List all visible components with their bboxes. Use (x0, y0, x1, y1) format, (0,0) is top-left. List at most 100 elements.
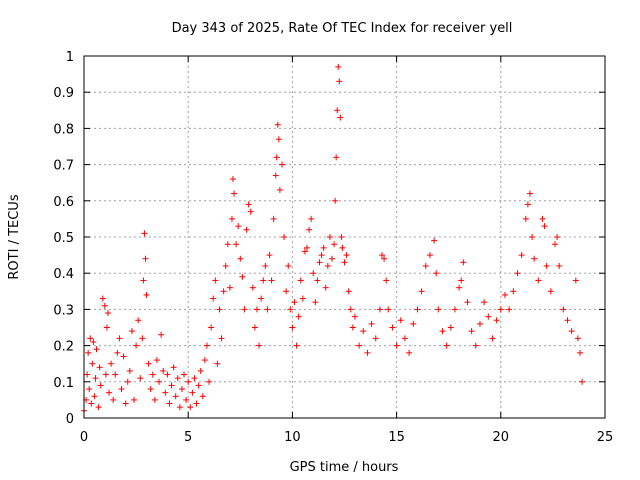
data-point (481, 299, 488, 306)
data-point (183, 396, 190, 403)
data-point (493, 317, 500, 324)
data-point (291, 299, 298, 306)
data-point (333, 154, 340, 161)
data-point (237, 255, 244, 262)
data-point (283, 288, 290, 295)
data-point (116, 335, 123, 342)
data-point (235, 223, 242, 230)
data-point (564, 317, 571, 324)
data-point (212, 277, 219, 284)
data-point (210, 295, 217, 302)
data-point (287, 306, 294, 313)
data-point (324, 262, 331, 269)
y-tick-label: 0.8 (53, 122, 74, 137)
data-point (128, 328, 135, 335)
data-point (110, 396, 117, 403)
data-point (458, 277, 465, 284)
data-point (85, 349, 92, 356)
data-point (189, 389, 196, 396)
data-point (316, 259, 323, 266)
data-point (376, 306, 383, 313)
data-point (414, 306, 421, 313)
data-point (187, 404, 194, 411)
data-point (306, 226, 313, 233)
data-point (153, 357, 160, 364)
data-point (556, 262, 563, 269)
data-point (143, 291, 150, 298)
data-point (485, 313, 492, 320)
data-point (147, 386, 154, 393)
data-point (281, 234, 288, 240)
y-tick-label: 0.1 (53, 376, 74, 391)
data-point (112, 371, 119, 378)
data-point (568, 328, 575, 335)
data-point (96, 364, 103, 371)
data-point (149, 371, 156, 378)
data-point (124, 378, 131, 385)
data-point (243, 226, 250, 233)
data-point (140, 277, 147, 284)
data-point (447, 324, 454, 331)
y-tick-label: 0.4 (53, 267, 74, 282)
data-point (456, 284, 463, 291)
data-point (368, 320, 375, 327)
data-point (164, 371, 171, 378)
data-point (220, 288, 227, 295)
data-point (222, 262, 229, 269)
data-point (501, 291, 508, 298)
data-point (464, 299, 471, 306)
data-point (293, 342, 300, 349)
data-point (320, 244, 327, 251)
data-point (547, 288, 554, 295)
data-point (270, 215, 277, 222)
data-point (574, 335, 581, 342)
data-point (381, 255, 388, 262)
data-point (364, 349, 371, 356)
data-point (142, 255, 149, 262)
data-point (253, 306, 260, 313)
data-point (433, 270, 440, 277)
data-point (338, 234, 345, 240)
data-point (268, 277, 275, 284)
x-tick-label: 0 (80, 430, 88, 445)
data-point (97, 382, 104, 389)
data-point (332, 197, 339, 204)
data-point (247, 208, 254, 215)
data-point (431, 237, 438, 244)
y-tick-label: 0 (66, 412, 74, 427)
data-point (522, 215, 529, 222)
y-tick-label: 1 (66, 50, 74, 65)
data-point (322, 284, 329, 291)
data-point (104, 310, 111, 317)
x-axis-label: GPS time / hours (290, 460, 399, 475)
data-point (510, 288, 517, 295)
data-point (310, 270, 317, 277)
data-point (439, 328, 446, 335)
data-point (343, 252, 350, 259)
data-point (460, 259, 467, 266)
data-point (356, 342, 363, 349)
data-point (275, 136, 282, 143)
y-tick-label: 0.7 (53, 159, 74, 174)
data-point (260, 277, 267, 284)
data-point (308, 215, 315, 222)
data-point (174, 375, 181, 382)
data-point (133, 342, 140, 349)
x-tick-label: 15 (388, 430, 405, 445)
data-point (576, 349, 583, 356)
data-point (572, 277, 579, 284)
data-point (383, 277, 390, 284)
data-point (266, 252, 273, 259)
data-point (351, 313, 358, 320)
data-point (122, 400, 129, 407)
data-point (197, 367, 204, 374)
data-point (191, 375, 198, 382)
data-point (451, 306, 458, 313)
data-point (541, 223, 548, 230)
data-point (99, 295, 106, 302)
data-point (245, 201, 252, 208)
data-point (206, 378, 213, 385)
data-point (579, 378, 586, 385)
data-point (506, 306, 513, 313)
data-point (335, 63, 342, 70)
